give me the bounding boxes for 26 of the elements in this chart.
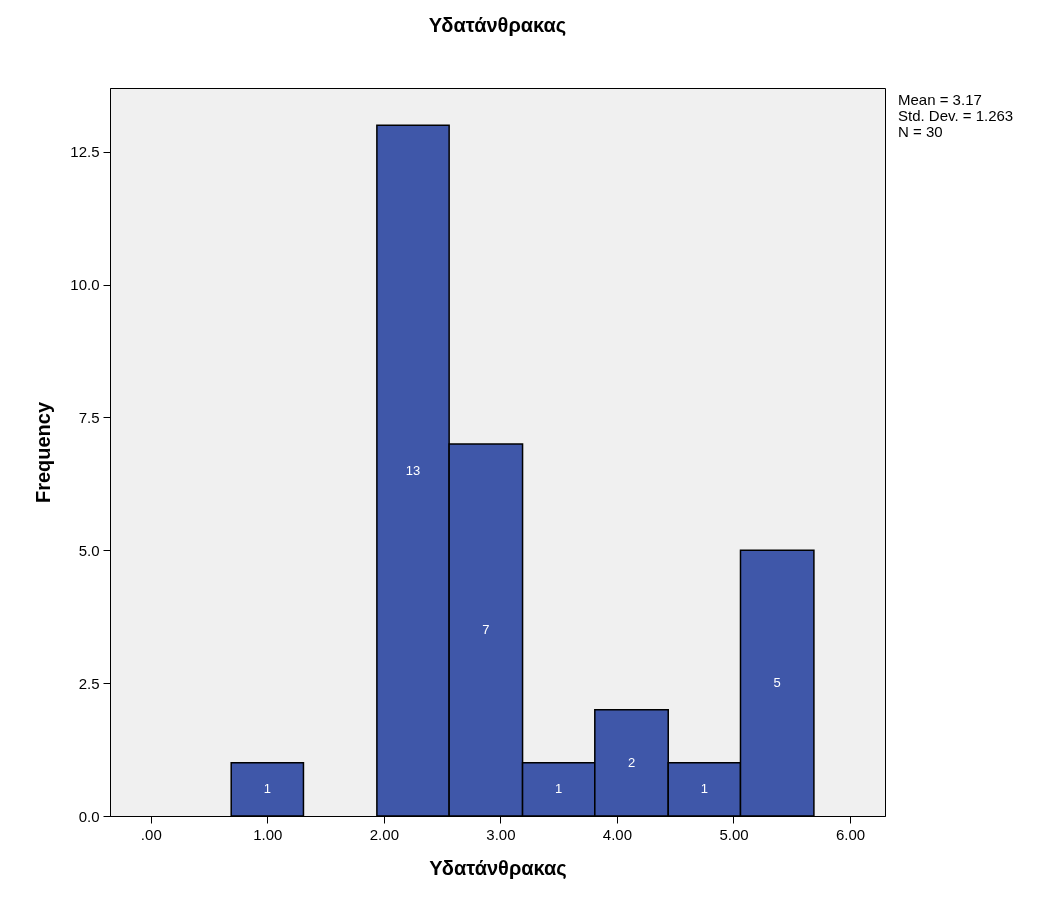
chart-title: Υδατάνθρακας <box>428 14 567 36</box>
data-label: 1 <box>555 781 563 797</box>
y-tick-label: 12.5 <box>70 143 100 161</box>
x-tick-label: 3.00 <box>486 825 516 843</box>
x-tick-label: .00 <box>140 825 162 843</box>
y-tick-label: 2.5 <box>78 674 100 692</box>
data-label: 1 <box>700 781 708 797</box>
x-tick-label: 6.00 <box>835 825 866 843</box>
text: Mean = 3.17 <box>898 91 983 108</box>
data-label: 2 <box>627 754 636 770</box>
data-label: 1 <box>263 781 271 797</box>
y-tick-label: 7.5 <box>78 408 100 426</box>
text: Std. Dev. = 1.263 <box>898 107 1014 124</box>
data-label: 5 <box>773 675 781 691</box>
y-tick-label: 0.0 <box>78 807 100 825</box>
data-label: 7 <box>482 622 490 638</box>
y-axis-title: Frequency <box>32 401 55 504</box>
x-tick-label: 4.00 <box>602 825 633 843</box>
x-tick-label: 5.00 <box>719 825 749 843</box>
x-tick-label: 2.00 <box>369 825 399 843</box>
text: N = 30 <box>898 123 944 140</box>
data-label: 13 <box>405 462 421 478</box>
x-axis-title: Υδατάνθρακας <box>429 856 567 879</box>
y-tick-label: 5.0 <box>78 541 100 559</box>
y-tick-label: 10.0 <box>70 276 100 294</box>
x-tick-label: 1.00 <box>253 825 283 843</box>
